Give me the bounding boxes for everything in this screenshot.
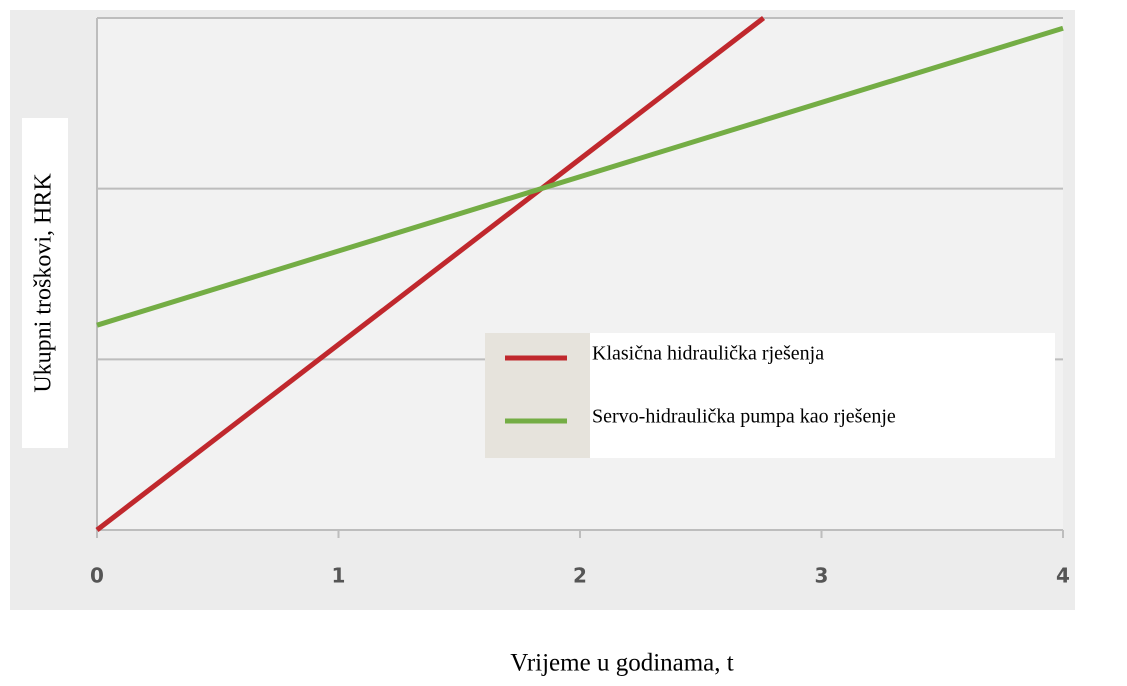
legend-text-bg	[590, 333, 1055, 458]
line	[96, 25, 1064, 328]
legend-label: Servo-hidraulička pumpa kao rješenje	[592, 406, 896, 428]
x-tick-label: 3	[815, 564, 829, 588]
y-label-bg	[22, 118, 68, 448]
x-tick-label: 2	[573, 564, 587, 588]
y-axis-label: Ukupni troškovi, HRK	[31, 173, 57, 393]
x-tick-label: 1	[332, 564, 346, 588]
legend-label: Klasična hidraulička rješenja	[592, 343, 824, 365]
line	[95, 16, 766, 532]
x-tick-label: 4	[1056, 564, 1070, 588]
x-tick-label: 0	[90, 564, 104, 588]
x-axis-label: Vrijeme u godinama, t	[510, 650, 733, 677]
